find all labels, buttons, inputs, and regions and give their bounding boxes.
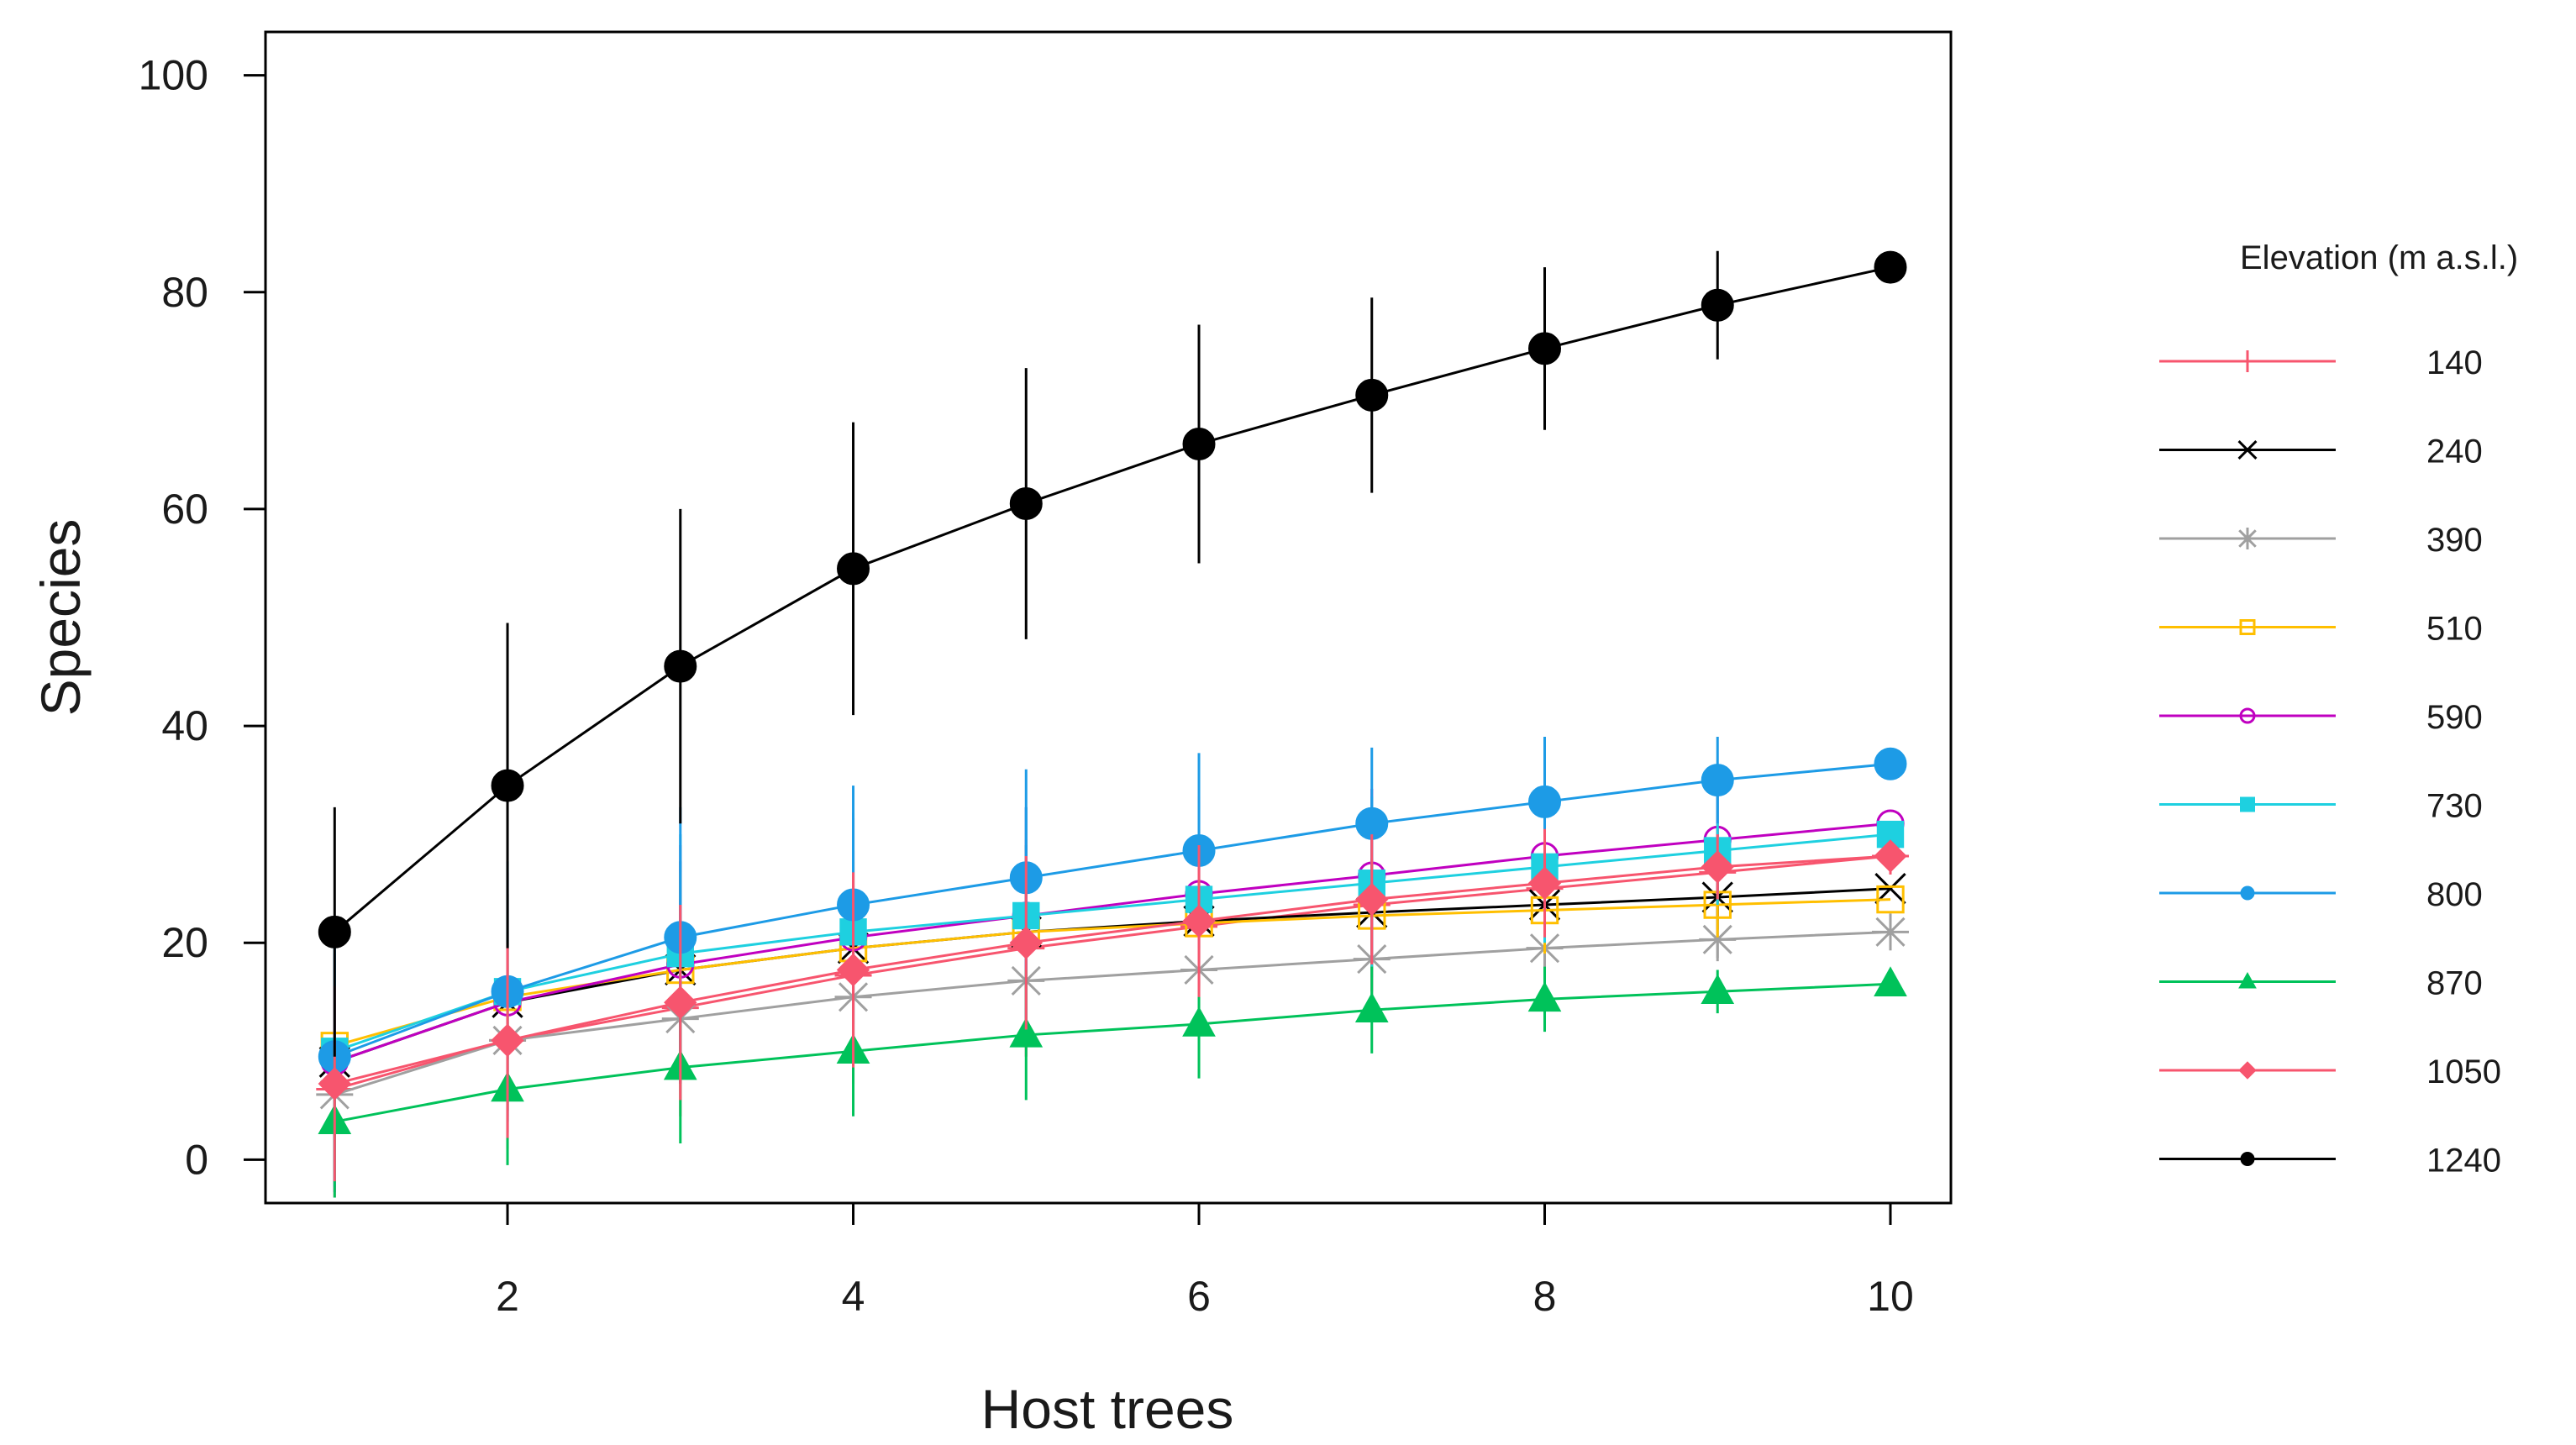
legend-item-140: 140 <box>2159 344 2483 381</box>
legend-label: 590 <box>2426 699 2483 736</box>
data-point <box>318 1067 352 1101</box>
data-point <box>837 552 870 586</box>
y-tick-label: 20 <box>161 919 208 966</box>
data-point <box>664 649 697 683</box>
legend-label: 240 <box>2426 434 2483 470</box>
data-point <box>1874 747 1907 780</box>
y-tick-label: 0 <box>185 1136 208 1183</box>
legend-label: 800 <box>2426 876 2483 913</box>
data-point <box>1528 785 1562 818</box>
legend-item-1240: 1240 <box>2159 1143 2501 1180</box>
marker-stroke <box>2238 529 2257 548</box>
legend-marker <box>2237 528 2258 549</box>
data-point <box>836 953 870 987</box>
legend-item-390: 390 <box>2159 522 2483 559</box>
series-line <box>334 854 1891 1085</box>
data-point <box>1701 764 1734 797</box>
series-line <box>334 822 1891 1064</box>
data-point <box>1527 866 1562 900</box>
y-tick-label: 40 <box>161 702 208 749</box>
data-point <box>1701 850 1734 884</box>
marker-stroke <box>1702 924 1732 954</box>
legend-label: 140 <box>2426 344 2483 381</box>
x-tick-label: 8 <box>1533 1273 1557 1320</box>
data-point <box>1182 427 1216 460</box>
x-axis-title: Host trees <box>981 1378 1234 1440</box>
legend-label: 730 <box>2426 788 2483 825</box>
series-line <box>334 833 1891 1053</box>
data-point <box>491 769 524 802</box>
data-point <box>1874 839 1907 873</box>
y-tick-label: 80 <box>161 269 208 316</box>
legend-marker <box>2240 1152 2255 1166</box>
legend-item-240: 240 <box>2159 434 2483 470</box>
data-point <box>1527 981 1562 1012</box>
x-tick-label: 4 <box>842 1273 865 1320</box>
series-line <box>334 265 1891 933</box>
data-point <box>1009 486 1043 520</box>
marker-stroke <box>1874 873 1906 905</box>
data-point <box>318 915 351 948</box>
legend-marker <box>2239 707 2256 724</box>
legend-marker <box>2240 885 2255 901</box>
legend-item-510: 510 <box>2159 611 2483 648</box>
y-axis: 0 20 40 60 80 100 <box>139 52 267 1183</box>
marker-stroke <box>1875 917 1906 947</box>
legend-title: Elevation (m a.s.l.) <box>2240 239 2518 276</box>
legend-item-1050: 1050 <box>2159 1054 2501 1090</box>
data-point <box>1874 966 1907 997</box>
x-tick-label: 2 <box>496 1273 519 1320</box>
legend-marker <box>2237 440 2258 460</box>
legend-marker <box>2240 796 2255 812</box>
data-point <box>1355 882 1389 917</box>
data-point <box>491 1023 524 1058</box>
series-1050 <box>318 828 1907 1182</box>
data-point <box>1871 913 1909 951</box>
data-point <box>1701 288 1734 322</box>
data-point <box>1528 332 1562 365</box>
x-axis: 2 4 6 8 10 <box>496 1201 1914 1320</box>
data-point <box>1874 250 1907 284</box>
legend-label: 870 <box>2426 965 2483 1002</box>
data-point <box>1009 1017 1044 1048</box>
data-point <box>1354 992 1389 1022</box>
series-line <box>334 930 1891 1096</box>
data-point <box>1874 873 1906 905</box>
series-line <box>334 854 1891 1090</box>
data-point <box>1355 378 1389 412</box>
legend-label: 1240 <box>2426 1143 2501 1180</box>
legend-marker <box>2239 619 2256 635</box>
marker-stroke <box>2237 440 2258 460</box>
series-layer <box>316 250 1909 1198</box>
legend-marker <box>2238 1061 2257 1080</box>
legend-label: 390 <box>2426 522 2483 559</box>
data-point <box>1182 1006 1216 1037</box>
data-point <box>1876 885 1905 914</box>
legend-label: 1050 <box>2426 1054 2501 1090</box>
legend-marker <box>2237 350 2258 372</box>
y-tick-label: 60 <box>161 486 208 533</box>
legend-item-870: 870 <box>2159 965 2483 1002</box>
y-axis-title: Species <box>29 519 92 717</box>
data-point <box>664 985 697 1019</box>
data-point <box>1701 974 1735 1005</box>
legend: 140 240 390 510 590 730 800 870 1050 1240 <box>2159 344 2501 1180</box>
x-tick-label: 6 <box>1187 1273 1211 1320</box>
series-1240 <box>318 250 1907 1057</box>
series-line <box>334 762 1891 1059</box>
y-tick-label: 100 <box>139 52 208 99</box>
data-point <box>1009 926 1043 959</box>
x-tick-label: 10 <box>1867 1273 1914 1320</box>
series-line <box>334 982 1891 1123</box>
legend-marker <box>2238 971 2257 989</box>
legend-item-800: 800 <box>2159 876 2483 913</box>
legend-label: 510 <box>2426 611 2483 648</box>
data-point <box>1182 904 1216 938</box>
legend-item-590: 590 <box>2159 699 2483 736</box>
legend-item-730: 730 <box>2159 788 2483 825</box>
